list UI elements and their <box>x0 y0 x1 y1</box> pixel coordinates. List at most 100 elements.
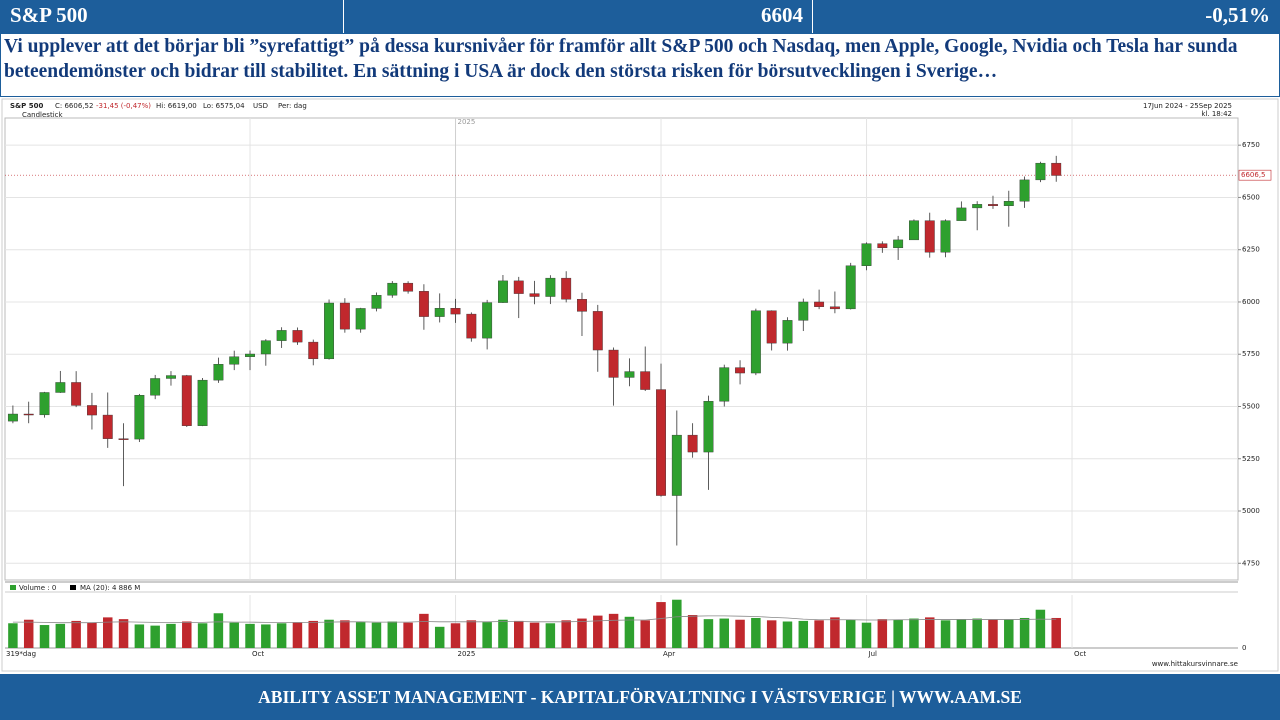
volume-bar <box>782 621 793 648</box>
candle-body <box>561 277 572 300</box>
footer: ABILITY ASSET MANAGEMENT - KAPITALFÖRVAL… <box>0 674 1280 720</box>
candle-body <box>324 302 335 360</box>
volume-bar <box>355 622 366 648</box>
volume-bar <box>403 622 413 648</box>
index-name: S&P 500 <box>10 3 88 27</box>
volume-bar <box>1004 619 1014 648</box>
candle-body <box>1019 179 1030 202</box>
volume-bar <box>1035 609 1046 648</box>
volume-bar <box>577 618 587 648</box>
volume-bar <box>861 622 872 648</box>
volume-bar <box>798 620 809 648</box>
candle-body <box>545 277 556 297</box>
volume-bar <box>529 622 540 648</box>
candle-body <box>750 310 761 374</box>
y-tick-label: 6250 <box>1242 246 1260 254</box>
y-tick-label: 5000 <box>1242 507 1260 515</box>
candle-body <box>102 414 113 439</box>
volume-bar <box>703 619 714 648</box>
volume-ma-line <box>12 615 1057 624</box>
chart-title: S&P 500 <box>10 102 43 110</box>
candle-body <box>245 353 255 357</box>
candle-body <box>55 382 66 393</box>
volume-bar <box>514 620 524 648</box>
y-tick-label: 6500 <box>1242 193 1260 201</box>
candle-body <box>197 379 208 426</box>
volume-bar <box>39 625 50 648</box>
volume-tick-label: 0 <box>1242 644 1246 652</box>
candle-body <box>877 243 888 249</box>
volume-bar <box>213 613 224 648</box>
high-info: Hi: 6619,00 <box>156 102 197 110</box>
candle-body <box>355 308 366 330</box>
volume-bar <box>118 619 129 648</box>
candle-body <box>434 308 445 317</box>
volume-bar <box>419 613 429 648</box>
volume-bar <box>719 618 729 648</box>
candle-body <box>482 302 493 339</box>
volume-bar <box>466 620 477 648</box>
candle-body <box>972 204 983 209</box>
volume-bar <box>814 620 824 648</box>
last-price-label: 6606,5 <box>1241 171 1266 179</box>
x-tick-label: Oct <box>252 650 264 658</box>
divider <box>812 0 813 33</box>
volume-bar <box>498 619 508 648</box>
date-range: 17Jun 2024 - 25Sep 2025 <box>1143 102 1232 110</box>
volume-bar <box>482 622 492 648</box>
x-tick-label: 2025 <box>458 650 476 658</box>
volume-bar <box>182 621 192 648</box>
volume-bar <box>434 626 445 648</box>
volume-bar <box>593 615 603 648</box>
candle-body <box>71 382 82 406</box>
candle-body <box>213 364 224 381</box>
commentary: Vi upplever att det börjar bli ”syrefatt… <box>0 33 1280 97</box>
x-tick-label: Apr <box>663 650 675 658</box>
volume-bar <box>608 613 619 648</box>
ma-legend-swatch <box>70 585 76 590</box>
volume-bar <box>972 618 982 648</box>
last-price-box <box>1238 169 1272 181</box>
volume-bar <box>830 617 840 648</box>
volume-bar <box>55 623 66 648</box>
candle-body <box>292 330 303 343</box>
candle-body <box>86 405 97 416</box>
candle-body <box>7 413 18 422</box>
candle-body <box>829 306 840 310</box>
volume-bar <box>893 619 903 648</box>
y-tick-label: 6000 <box>1242 298 1260 306</box>
volume-bar <box>292 622 303 648</box>
volume-bar <box>150 625 160 648</box>
candle-body <box>766 310 777 344</box>
y-tick-label: 4750 <box>1242 559 1260 567</box>
volume-bar <box>988 619 998 648</box>
candle-body <box>450 308 461 315</box>
candle-body <box>276 330 287 341</box>
candle-body <box>719 367 730 402</box>
candle-body <box>924 220 935 253</box>
candle-body <box>229 356 240 365</box>
volume-bar <box>766 620 777 648</box>
low-info: Lo: 6575,04 <box>203 102 245 110</box>
candle-body <box>940 220 951 253</box>
candle-body <box>118 438 129 440</box>
volume-bar <box>909 618 919 648</box>
candle-body <box>656 389 666 496</box>
candle-body <box>513 280 524 294</box>
candle-body <box>39 392 50 416</box>
y-tick-label: 5500 <box>1242 402 1260 410</box>
volume-bar <box>87 622 97 648</box>
candle-body <box>403 282 414 292</box>
plot-area <box>4 117 1239 581</box>
candle-body <box>418 291 429 317</box>
ma-label: MA (20): 4 886 M <box>80 584 140 592</box>
candle-body <box>624 371 635 378</box>
candle-body <box>371 295 382 309</box>
volume-bar <box>656 602 666 648</box>
time: kl. 18:42 <box>1201 110 1232 118</box>
volume-bar <box>925 617 935 648</box>
volume-bar <box>687 615 698 648</box>
volume-bar <box>624 616 635 648</box>
volume-bar <box>324 619 334 648</box>
candle-body <box>893 239 904 249</box>
